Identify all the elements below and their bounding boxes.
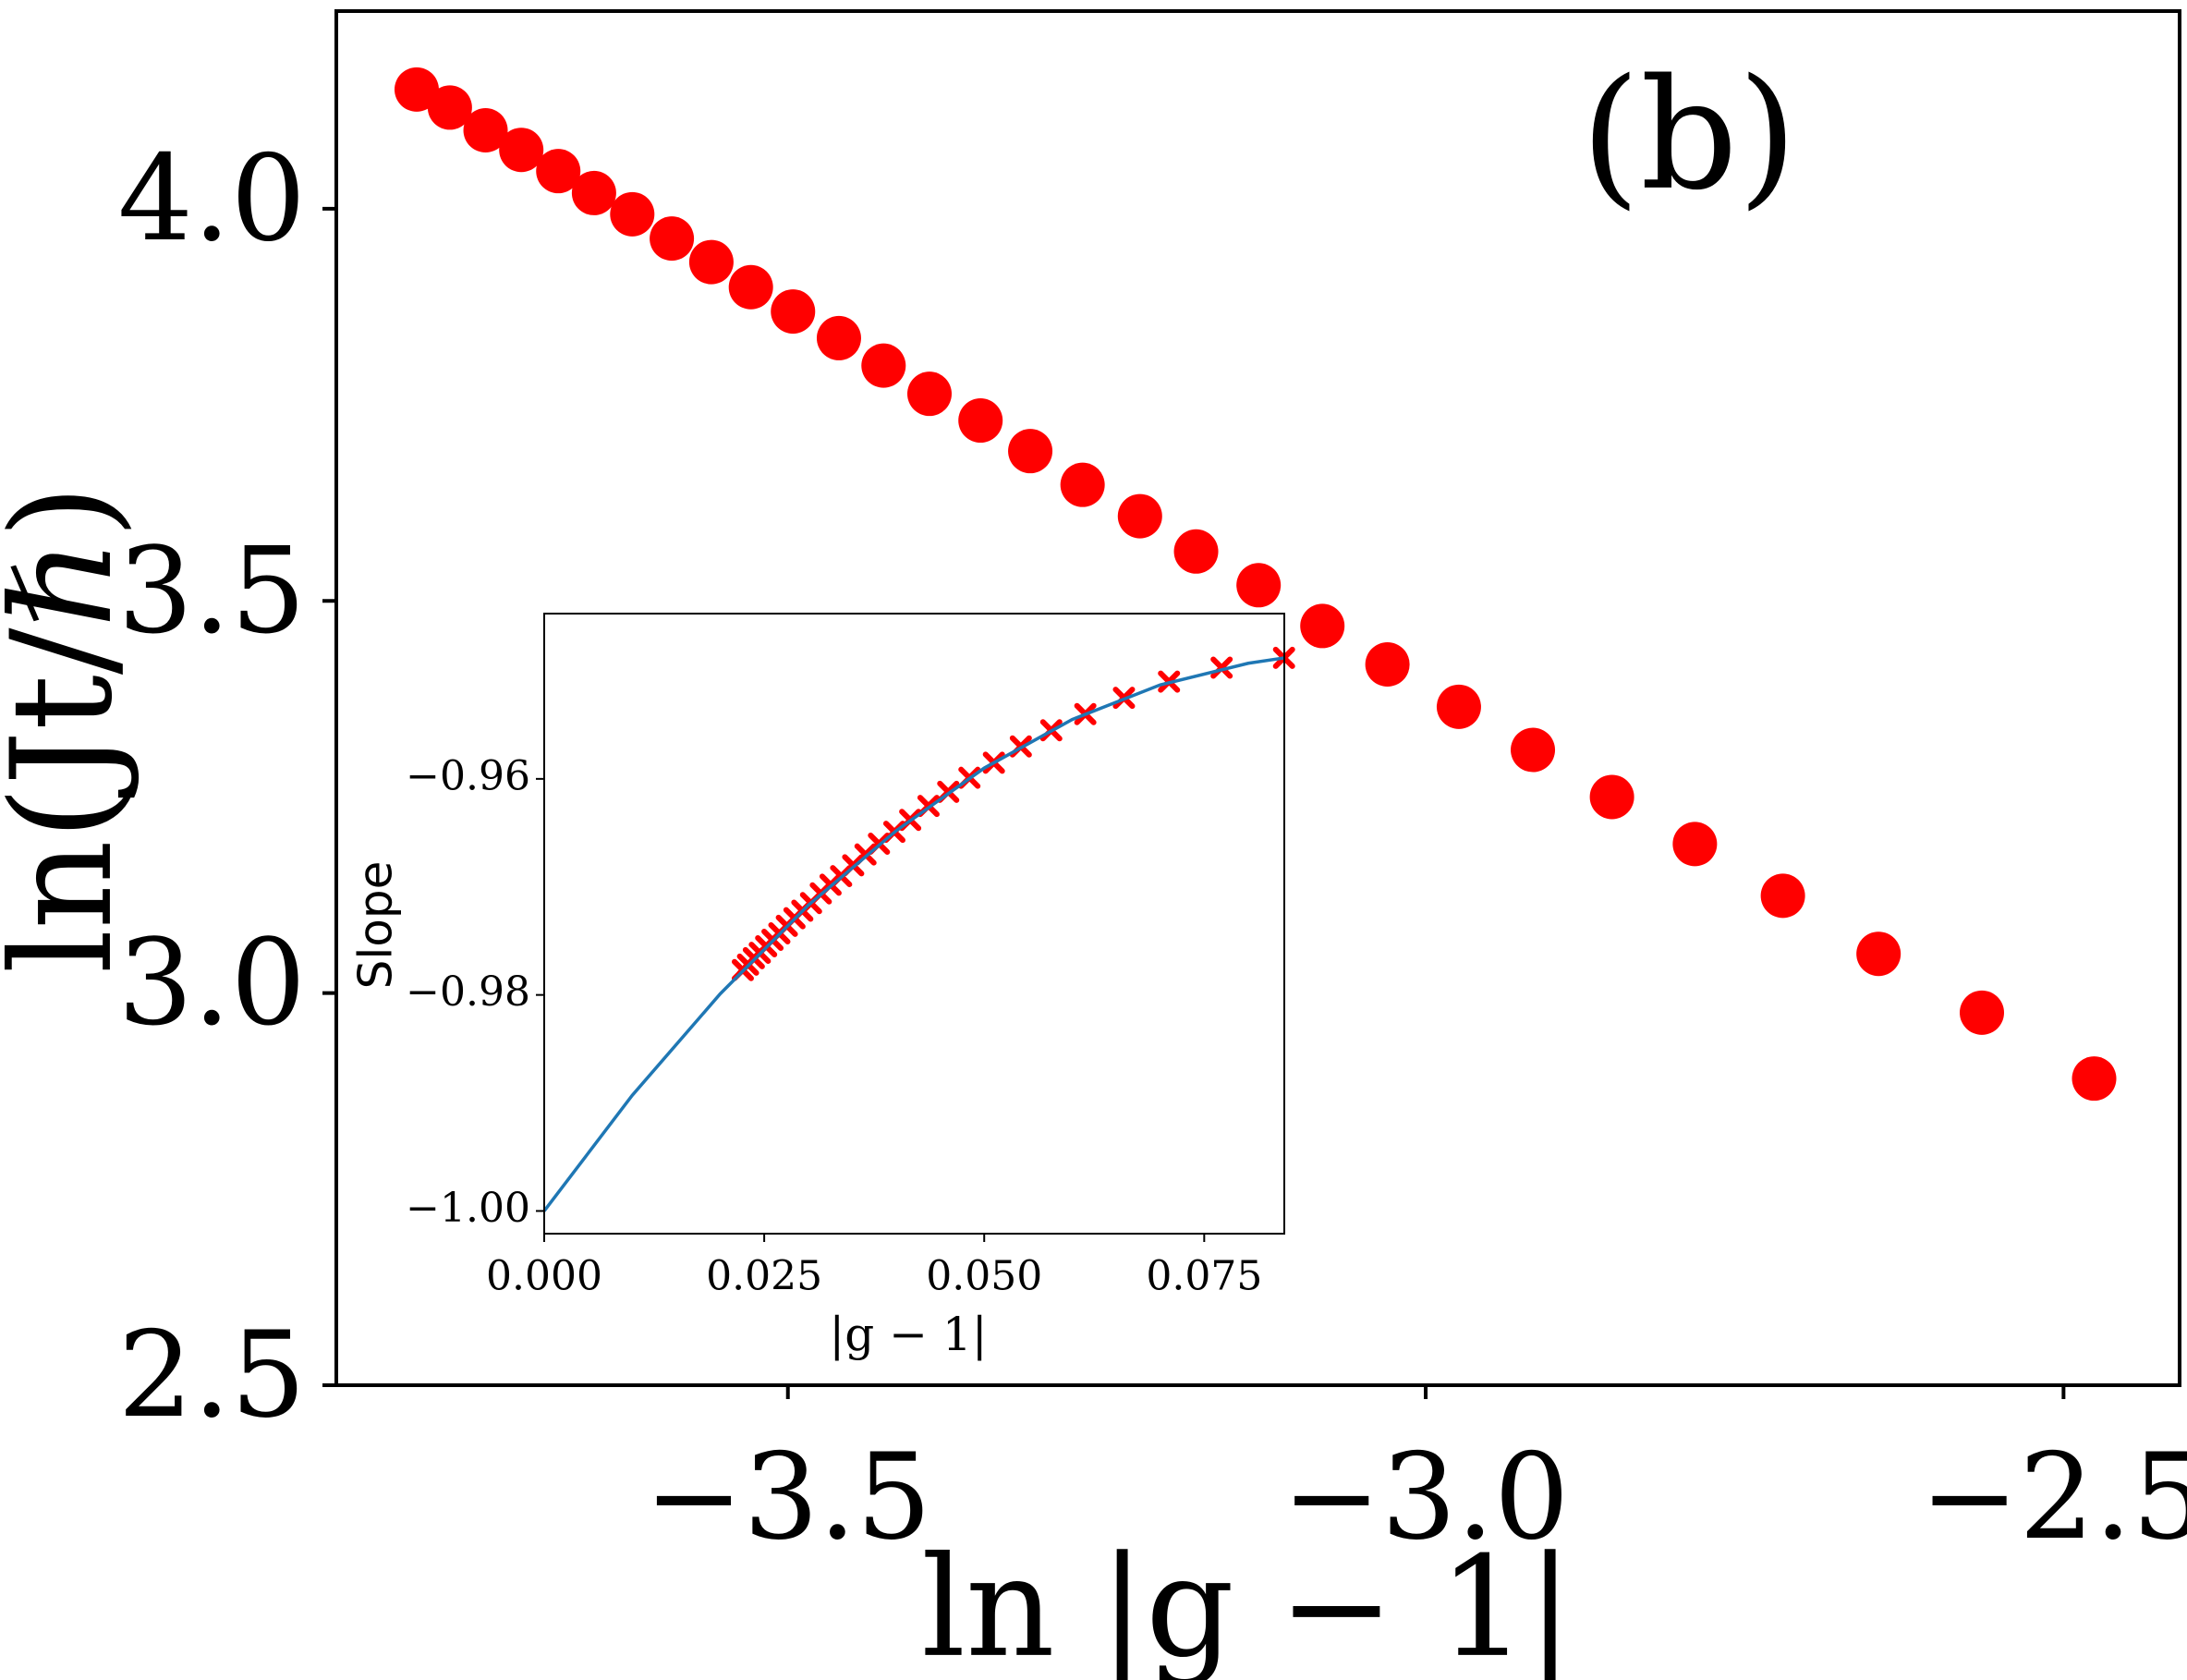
y-tick-label: 2.5 <box>117 1307 306 1444</box>
point <box>463 108 508 153</box>
point <box>1365 642 1410 688</box>
y-tick-label: 4.0 <box>117 130 306 268</box>
cross-marker <box>1210 656 1233 679</box>
point <box>1436 684 1481 729</box>
x-tick-label: −3.0 <box>1282 1429 1570 1566</box>
point <box>427 85 472 130</box>
point <box>1672 822 1718 867</box>
x-tick-label: 0.025 <box>706 1253 822 1300</box>
y-axis-label: Slope <box>349 861 403 990</box>
point <box>1760 873 1805 919</box>
point <box>394 67 439 112</box>
point <box>861 343 906 388</box>
point <box>1236 563 1282 608</box>
fit-line <box>542 656 1285 1212</box>
point <box>571 170 616 215</box>
y-tick-label: −0.96 <box>406 752 530 799</box>
point <box>728 264 773 310</box>
point <box>610 191 655 237</box>
point <box>958 398 1003 444</box>
y-axis-label: ln(Jt/ℏ) <box>0 484 143 973</box>
point <box>1060 462 1105 507</box>
point <box>536 149 581 194</box>
axes-frame <box>334 9 2181 1387</box>
x-tick-label: 0.075 <box>1146 1253 1262 1300</box>
point <box>1173 529 1219 574</box>
x-tick-label: −2.5 <box>1920 1429 2187 1566</box>
y-tick-label: −1.00 <box>406 1185 530 1232</box>
x-tick-label: 0.000 <box>486 1253 602 1300</box>
point <box>906 371 952 417</box>
axes-frame <box>543 613 1285 1235</box>
point <box>1300 603 1345 649</box>
panel-label: (b) <box>1581 46 1797 224</box>
x-axis-label: ln |g − 1| <box>921 1528 1573 1680</box>
point <box>499 128 544 173</box>
y-tick-label: −0.98 <box>406 968 530 1016</box>
point <box>688 239 734 285</box>
point <box>1856 931 1901 977</box>
point <box>1960 990 2005 1035</box>
point <box>771 289 816 335</box>
x-axis-label: |g − 1| <box>829 1308 987 1361</box>
point <box>1511 727 1556 773</box>
x-tick-label: −3.5 <box>644 1429 931 1566</box>
point <box>1589 774 1634 820</box>
point <box>816 315 861 360</box>
y-tick-label: 3.5 <box>117 522 306 660</box>
point <box>1117 493 1162 539</box>
y-tick-label: 3.0 <box>117 915 306 1053</box>
point <box>2072 1056 2117 1102</box>
point <box>1008 429 1053 474</box>
point <box>650 216 695 262</box>
x-tick-label: 0.050 <box>926 1253 1042 1300</box>
inset-background <box>544 614 1284 1234</box>
